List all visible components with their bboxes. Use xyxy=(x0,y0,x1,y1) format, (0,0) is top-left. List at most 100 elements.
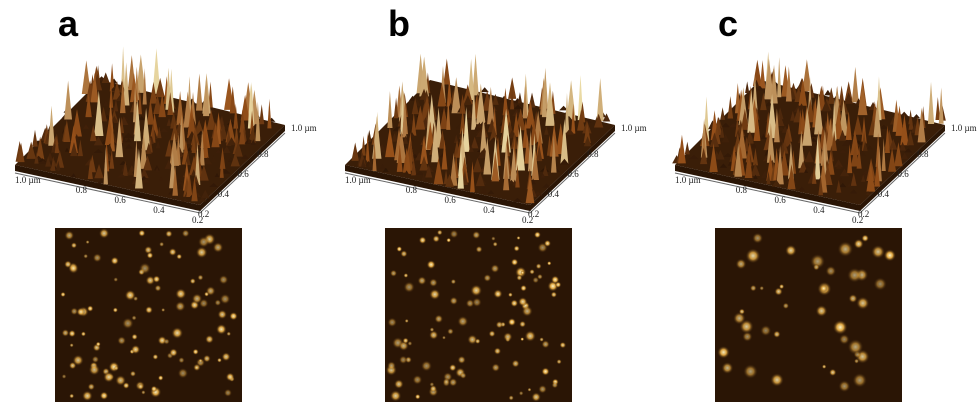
surface-peak xyxy=(507,179,515,184)
afm-grain xyxy=(72,354,84,366)
afm-grain xyxy=(146,251,154,259)
surface-peak xyxy=(404,170,409,175)
surface-peak xyxy=(827,87,835,104)
side-axis-label: 0.6 xyxy=(238,169,250,179)
surface-peak xyxy=(745,130,754,144)
afm-grain xyxy=(428,330,439,340)
surface-peak xyxy=(441,139,448,170)
surface-peak xyxy=(420,135,428,164)
afm-grain xyxy=(847,267,863,283)
afm-grain xyxy=(508,395,514,401)
surface-peak xyxy=(229,86,236,114)
side-axis-label: 0.8 xyxy=(587,149,599,159)
afm-grain xyxy=(551,381,559,389)
afm-grain xyxy=(760,324,772,337)
afm-grain xyxy=(450,278,457,285)
afm-grain xyxy=(163,338,170,345)
surface-peak xyxy=(844,92,853,104)
surface-peak xyxy=(197,130,205,135)
afm-grain xyxy=(115,374,127,386)
surface-peak xyxy=(196,115,205,122)
surface-peak xyxy=(894,142,903,167)
surface-peak xyxy=(100,106,108,122)
surface-peak xyxy=(510,89,515,110)
surface-peak xyxy=(820,85,826,111)
afm-grain xyxy=(838,333,850,345)
afm-grain xyxy=(150,385,158,393)
afm-grain xyxy=(212,242,224,253)
afm-grain xyxy=(169,348,178,357)
surface-peak xyxy=(446,77,453,107)
surface-peak xyxy=(766,122,775,163)
afm-grain xyxy=(511,359,520,368)
surface-peak xyxy=(255,101,261,142)
afm-grain xyxy=(197,236,210,248)
surface-peak xyxy=(109,120,115,152)
afm-grain xyxy=(69,393,75,399)
surface-peak xyxy=(143,155,153,171)
surface-peak xyxy=(895,105,904,136)
surface-peak xyxy=(727,96,734,119)
surface-peak xyxy=(728,123,739,128)
surface-peak xyxy=(199,164,209,181)
afm-grain xyxy=(403,281,415,293)
surface-peak xyxy=(564,92,570,133)
afm-grain xyxy=(138,262,151,275)
surface-peak xyxy=(777,57,782,98)
afm-grain xyxy=(546,261,552,266)
surface-peak xyxy=(202,157,213,165)
afm-grain xyxy=(871,244,886,259)
panel-label: a xyxy=(58,3,79,44)
surface-peak xyxy=(139,132,148,169)
front-axis-label: 1.0 µm xyxy=(345,175,371,185)
side-axis-label: 0.6 xyxy=(568,169,580,179)
surface-peak xyxy=(759,60,766,89)
afm-grain xyxy=(87,383,96,391)
front-axis-label: 0.4 xyxy=(483,205,495,215)
afm-grain xyxy=(194,364,200,371)
surface-peak xyxy=(480,114,487,153)
surface-peak xyxy=(387,90,393,128)
afm-grain xyxy=(157,375,164,381)
afm-grain xyxy=(449,229,459,239)
afm-grain xyxy=(507,292,513,298)
afm-grain xyxy=(76,307,86,317)
surface-peak xyxy=(402,135,409,144)
side-axis-label: 0.2 xyxy=(858,209,869,219)
surface-peak xyxy=(850,172,857,186)
surface-peak xyxy=(516,125,525,171)
surface-peak xyxy=(804,150,814,163)
surface-peak xyxy=(451,77,461,114)
front-axis-label: 0.6 xyxy=(775,195,787,205)
surface-peak xyxy=(393,97,399,119)
surface-peak xyxy=(678,134,686,164)
surface-peak xyxy=(529,119,538,146)
surface-peak xyxy=(423,89,430,102)
surface-peak xyxy=(56,160,61,171)
surface-peak xyxy=(125,138,132,143)
surface-peak xyxy=(211,155,217,163)
surface-peak xyxy=(247,138,253,144)
surface-peak xyxy=(361,158,366,167)
afm-grain xyxy=(92,253,102,263)
surface-peak xyxy=(900,114,909,146)
afm-grain xyxy=(387,317,398,328)
afm-grain xyxy=(161,307,166,313)
afm-grain xyxy=(402,337,409,344)
surface-peak xyxy=(439,129,446,149)
surface-peak xyxy=(904,148,913,153)
surface-peak xyxy=(402,101,407,138)
surface-peak xyxy=(170,122,180,141)
afm-grain xyxy=(192,348,199,355)
surface-peak xyxy=(908,115,914,130)
surface-peak xyxy=(17,142,25,163)
surface-peak xyxy=(368,159,374,168)
afm-grain xyxy=(861,234,870,243)
front-axis-label: 0.2 xyxy=(522,215,533,225)
afm-grain xyxy=(749,284,757,292)
surface-peak xyxy=(850,129,860,156)
afm-grain xyxy=(735,258,747,270)
surface-peak xyxy=(802,106,813,146)
surface-peak xyxy=(757,86,764,91)
surface-peak xyxy=(833,159,844,168)
